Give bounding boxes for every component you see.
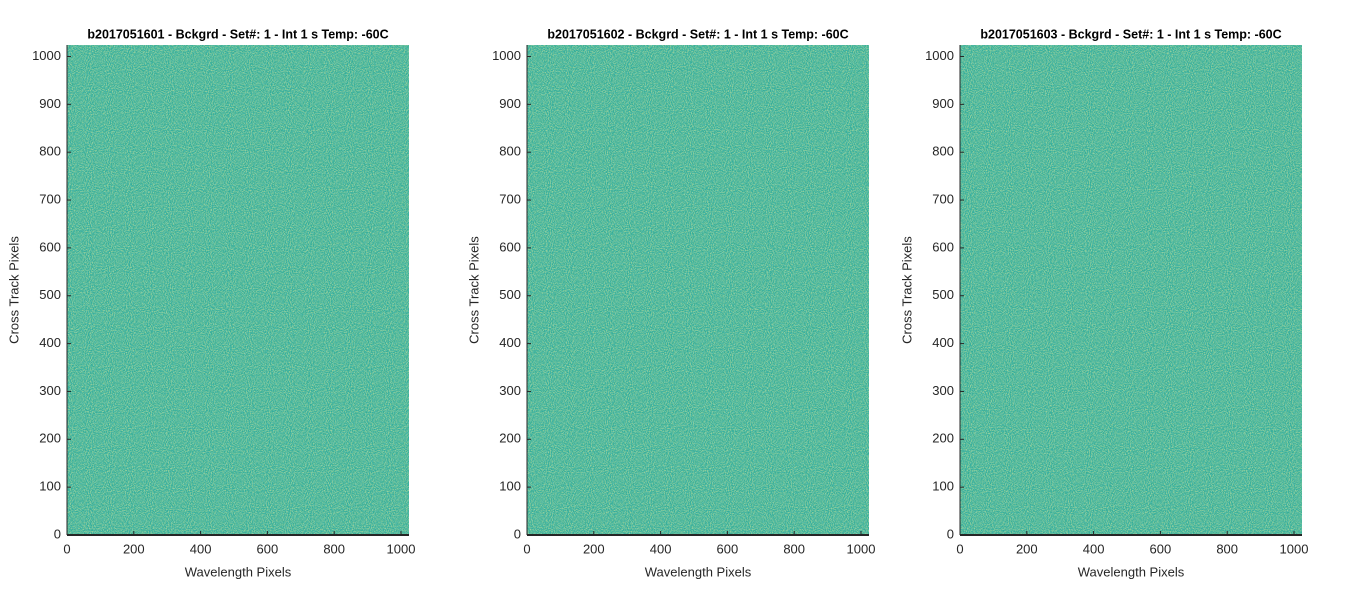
y-tick-label: 500 — [932, 287, 954, 302]
y-tick-label: 900 — [499, 96, 521, 111]
y-tick-label: 100 — [932, 479, 954, 494]
x-axis-label: Wavelength Pixels — [1078, 564, 1185, 579]
x-tick-label: 200 — [583, 541, 605, 556]
y-tick-label: 400 — [39, 335, 61, 350]
image-noise — [527, 45, 869, 535]
chart-title: b2017051603 - Bckgrd - Set#: 1 - Int 1 s… — [980, 27, 1281, 41]
y-tick-label: 0 — [514, 526, 521, 541]
x-tick-label: 1000 — [1280, 541, 1309, 556]
y-tick-label: 200 — [39, 431, 61, 446]
y-tick-label: 100 — [499, 479, 521, 494]
y-tick-label: 300 — [39, 383, 61, 398]
x-axis-label: Wavelength Pixels — [645, 564, 752, 579]
y-tick-label: 1000 — [492, 48, 521, 63]
y-tick-label: 300 — [932, 383, 954, 398]
y-tick-label: 600 — [932, 239, 954, 254]
x-tick-label: 200 — [123, 541, 145, 556]
x-tick-label: 400 — [650, 541, 672, 556]
y-tick-label: 900 — [39, 96, 61, 111]
x-tick-label: 0 — [523, 541, 530, 556]
y-tick-label: 400 — [499, 335, 521, 350]
y-tick-label: 800 — [932, 144, 954, 159]
chart-title: b2017051602 - Bckgrd - Set#: 1 - Int 1 s… — [547, 27, 848, 41]
x-tick-label: 800 — [323, 541, 345, 556]
y-tick-label: 500 — [499, 287, 521, 302]
y-tick-label: 800 — [39, 144, 61, 159]
x-tick-label: 600 — [257, 541, 279, 556]
image-noise — [960, 45, 1302, 535]
x-axis-label: Wavelength Pixels — [185, 564, 292, 579]
x-tick-label: 200 — [1016, 541, 1038, 556]
x-tick-label: 0 — [63, 541, 70, 556]
y-tick-label: 200 — [499, 431, 521, 446]
y-tick-label: 300 — [499, 383, 521, 398]
y-tick-label: 200 — [932, 431, 954, 446]
y-axis-label: Cross Track Pixels — [466, 236, 481, 344]
x-tick-label: 1000 — [847, 541, 876, 556]
x-tick-label: 400 — [1083, 541, 1105, 556]
x-tick-label: 800 — [783, 541, 805, 556]
y-tick-label: 100 — [39, 479, 61, 494]
y-axis-label: Cross Track Pixels — [6, 236, 21, 344]
y-tick-label: 700 — [39, 191, 61, 206]
y-tick-label: 500 — [39, 287, 61, 302]
image-noise — [67, 45, 409, 535]
x-tick-label: 800 — [1216, 541, 1238, 556]
x-tick-label: 400 — [190, 541, 212, 556]
y-tick-label: 400 — [932, 335, 954, 350]
x-tick-label: 0 — [956, 541, 963, 556]
y-tick-label: 1000 — [925, 48, 954, 63]
y-tick-label: 0 — [54, 526, 61, 541]
chart-title: b2017051601 - Bckgrd - Set#: 1 - Int 1 s… — [87, 27, 388, 41]
y-axis-label: Cross Track Pixels — [899, 236, 914, 344]
y-tick-label: 700 — [499, 191, 521, 206]
y-tick-label: 0 — [947, 526, 954, 541]
y-tick-label: 600 — [499, 239, 521, 254]
y-tick-label: 900 — [932, 96, 954, 111]
x-tick-label: 600 — [1150, 541, 1172, 556]
y-tick-label: 700 — [932, 191, 954, 206]
y-tick-label: 600 — [39, 239, 61, 254]
y-tick-label: 1000 — [32, 48, 61, 63]
x-tick-label: 1000 — [387, 541, 416, 556]
y-tick-label: 800 — [499, 144, 521, 159]
x-tick-label: 600 — [717, 541, 739, 556]
